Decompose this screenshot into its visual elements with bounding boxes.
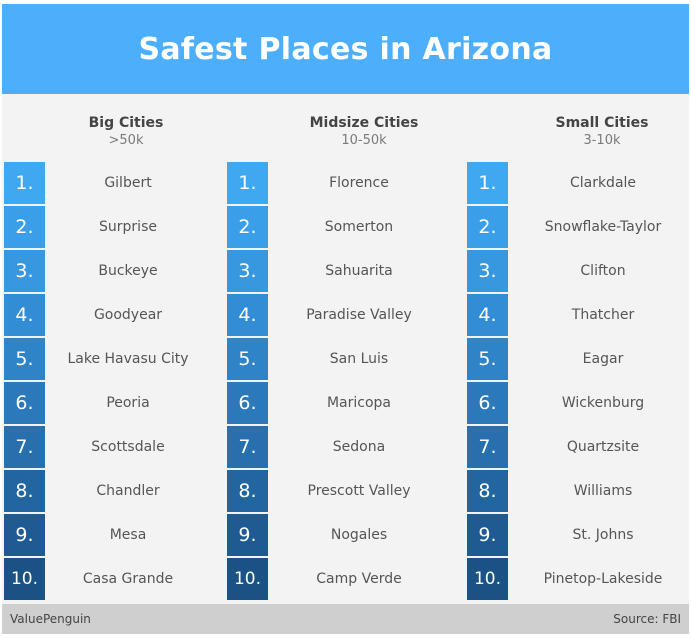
city-name: Clifton: [580, 263, 626, 279]
rank-badge: 3.: [4, 250, 45, 292]
column-header-1: Midsize Cities 10-50k: [264, 114, 464, 150]
city-name: Nogales: [330, 527, 388, 543]
rank-badge: 1.: [467, 162, 508, 204]
rank-badge: 6.: [467, 382, 508, 424]
city-name: Wickenburg: [561, 395, 645, 411]
city-name: Thatcher: [571, 307, 635, 323]
brand-label: ValuePenguin: [10, 612, 91, 626]
rank-badge: 10.: [467, 558, 508, 600]
rank-badge: 4.: [227, 294, 268, 336]
city-name: Eagar: [582, 351, 624, 367]
column-range: 10-50k: [341, 133, 387, 148]
city-name: Gilbert: [104, 175, 152, 191]
rank-badge: 8.: [227, 470, 268, 512]
rank-badge: 7.: [4, 426, 45, 468]
column-title: Small Cities: [555, 115, 649, 131]
city-name: Maricopa: [326, 395, 392, 411]
city-name: Chandler: [96, 483, 160, 499]
rank-badge: 1.: [227, 162, 268, 204]
rank-badge: 3.: [227, 250, 268, 292]
rank-badge: 2.: [4, 206, 45, 248]
rank-badge: 10.: [4, 558, 45, 600]
rank-badge: 9.: [467, 514, 508, 556]
rank-badge: 5.: [467, 338, 508, 380]
column-header-0: Big Cities >50k: [26, 114, 226, 150]
city-name: Paradise Valley: [306, 307, 412, 323]
city-name: Sahuarita: [325, 263, 393, 279]
city-name: Mesa: [109, 527, 147, 543]
source-label: Source: FBI: [613, 612, 681, 626]
city-name: Prescott Valley: [307, 483, 411, 499]
rank-badge: 5.: [4, 338, 45, 380]
rank-badge: 4.: [467, 294, 508, 336]
city-name: Pinetop-Lakeside: [543, 571, 663, 587]
rank-badge: 6.: [227, 382, 268, 424]
city-name: Quartzsite: [566, 439, 640, 455]
rank-badge: 3.: [467, 250, 508, 292]
city-name: San Luis: [329, 351, 389, 367]
city-name: St. Johns: [572, 527, 634, 543]
city-name: Williams: [573, 483, 633, 499]
rank-badge: 5.: [227, 338, 268, 380]
city-name: Scottsdale: [91, 439, 165, 455]
rank-badge: 7.: [467, 426, 508, 468]
column-range: 3-10k: [583, 133, 621, 148]
column-header-2: Small Cities 3-10k: [502, 114, 691, 150]
page-title: Safest Places in Arizona: [138, 31, 553, 67]
city-name: Lake Havasu City: [67, 351, 189, 367]
city-name: Peoria: [106, 395, 150, 411]
rank-badge: 10.: [227, 558, 268, 600]
rank-badge: 4.: [4, 294, 45, 336]
column-range: >50k: [108, 133, 144, 148]
city-name: Goodyear: [93, 307, 163, 323]
rank-badge: 9.: [4, 514, 45, 556]
city-name: Camp Verde: [316, 571, 402, 587]
city-name: Casa Grande: [82, 571, 174, 587]
rank-badge: 7.: [227, 426, 268, 468]
column-title: Big Cities: [88, 115, 164, 131]
footer: ValuePenguin Source: FBI: [2, 604, 689, 634]
city-name: Somerton: [324, 219, 394, 235]
city-name: Florence: [329, 175, 389, 191]
rank-badge: 6.: [4, 382, 45, 424]
city-name: Snowflake-Taylor: [544, 219, 662, 235]
rank-badge: 2.: [467, 206, 508, 248]
city-name: Buckeye: [98, 263, 158, 279]
city-name: Surprise: [99, 219, 157, 235]
rank-badge: 2.: [227, 206, 268, 248]
rank-badge: 9.: [227, 514, 268, 556]
rank-badge: 8.: [4, 470, 45, 512]
infographic: Safest Places in Arizona Big Cities >50k 1…: [2, 4, 689, 634]
rank-badge: 1.: [4, 162, 45, 204]
rank-badge: 8.: [467, 470, 508, 512]
header-banner: Safest Places in Arizona: [2, 4, 689, 94]
column-title: Midsize Cities: [309, 115, 419, 131]
city-name: Sedona: [332, 439, 386, 455]
city-name: Clarkdale: [569, 175, 637, 191]
